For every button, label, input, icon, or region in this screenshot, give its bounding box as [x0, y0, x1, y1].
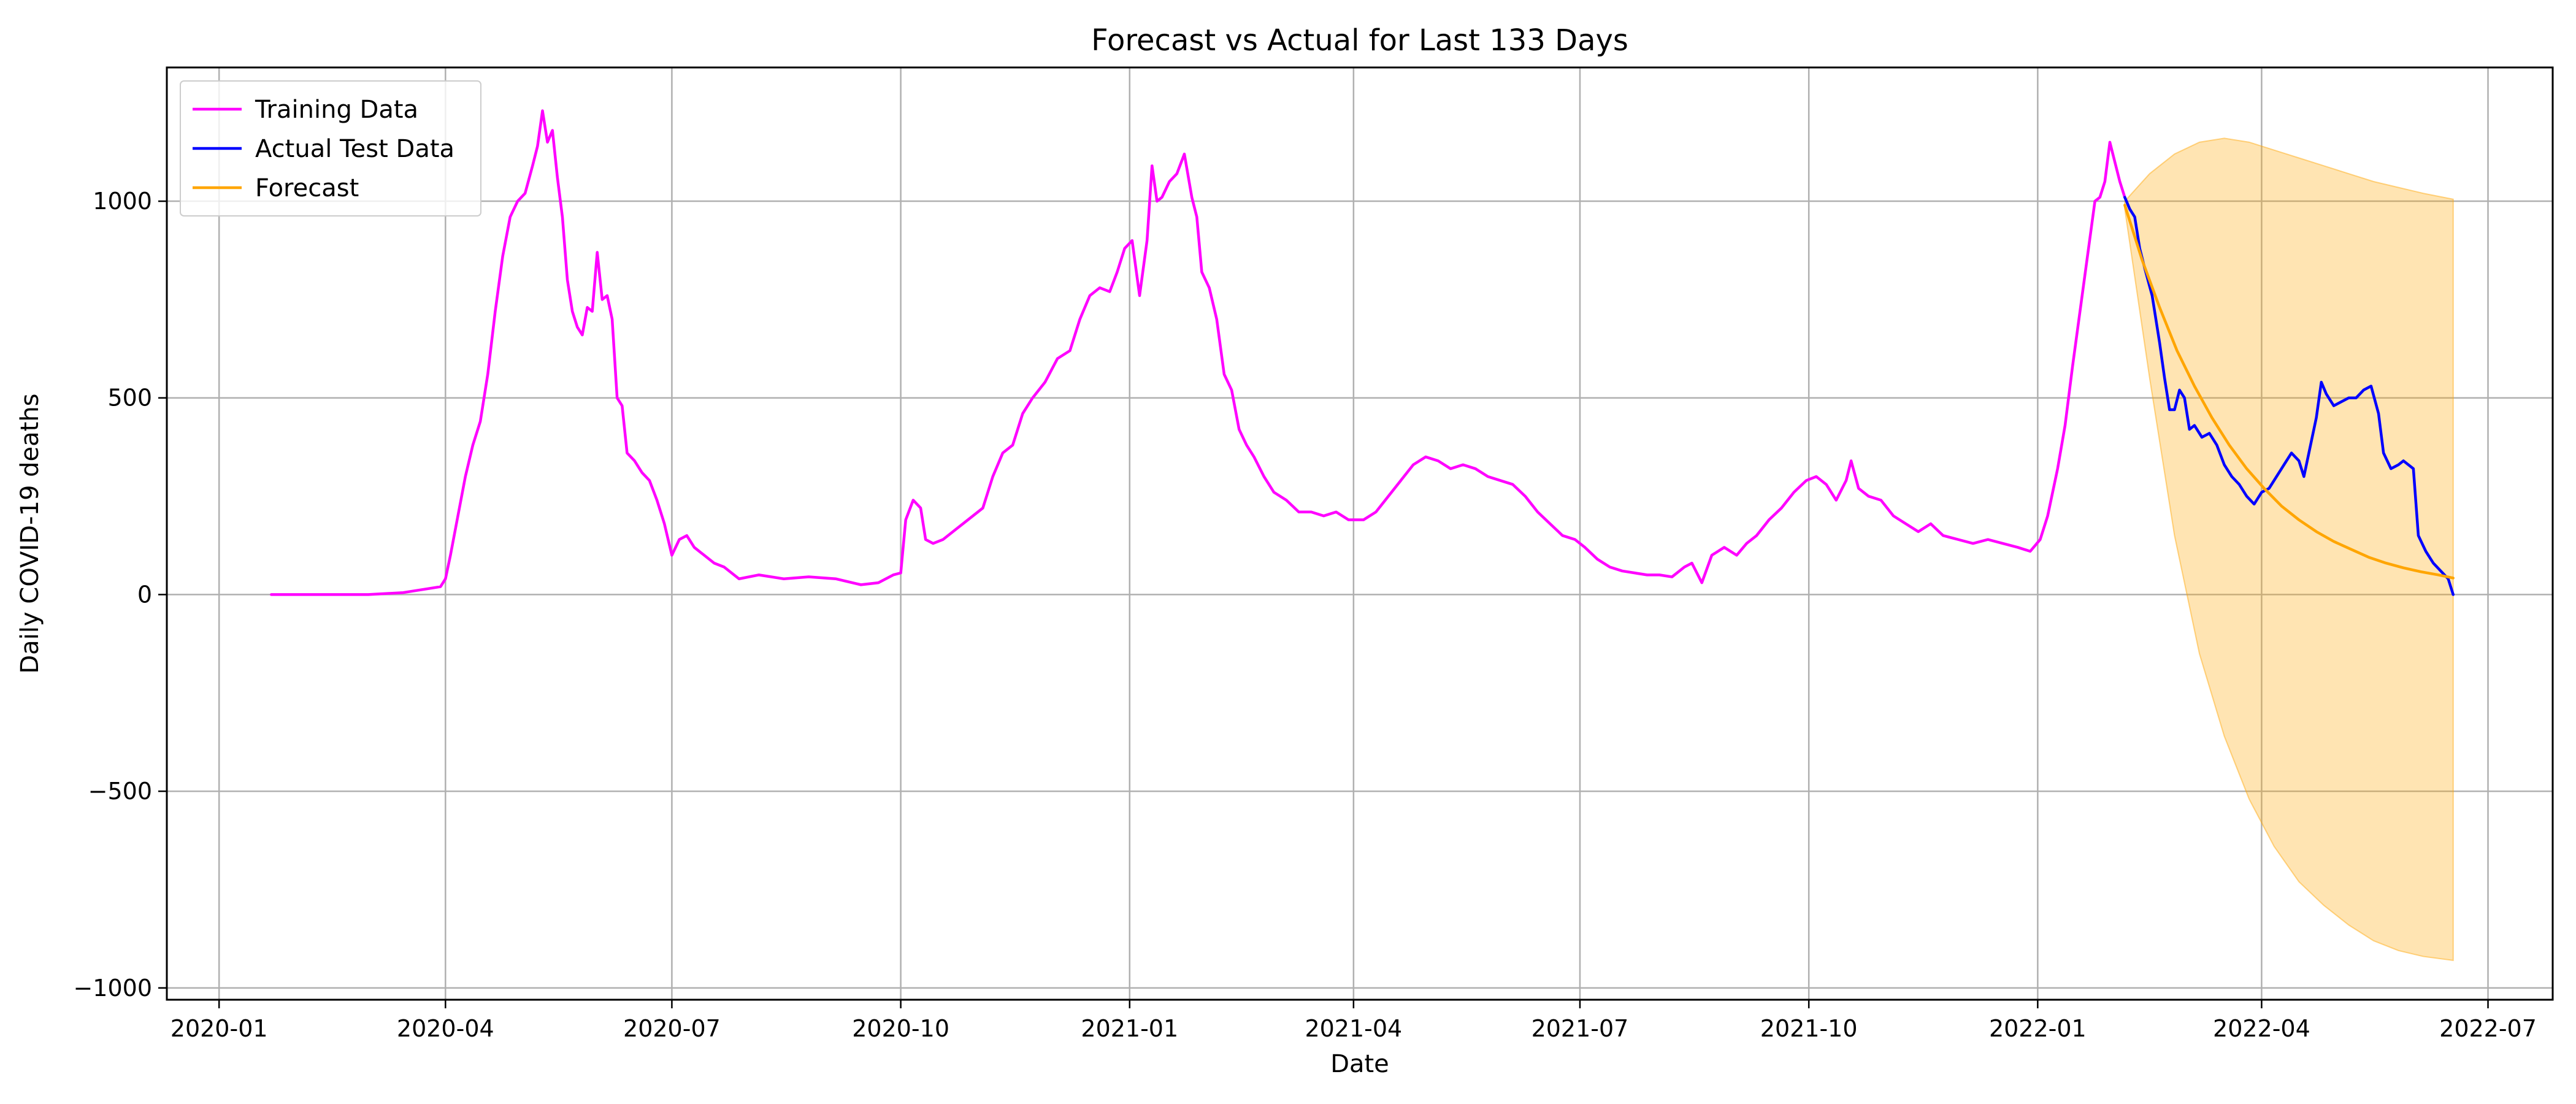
series-line-actual-test-data: [2123, 196, 2455, 596]
x-tick-label: 2021-07: [1531, 1015, 1629, 1042]
legend: Training Data Actual Test Data Forecast: [180, 80, 481, 217]
x-tick-label: 2020-07: [623, 1015, 721, 1042]
y-tick-label: −1000: [73, 975, 152, 1002]
y-tick-label: 0: [137, 581, 152, 608]
x-tick-label: 2022-01: [1989, 1015, 2087, 1042]
legend-items: Training Data Actual Test Data Forecast: [193, 96, 454, 202]
series-line-training-data: [270, 109, 2126, 596]
x-tick-label: 2022-07: [2439, 1015, 2537, 1042]
forecast-confidence-band: [2124, 137, 2454, 962]
x-tick-label: 2022-04: [2213, 1015, 2310, 1042]
legend-box: [180, 80, 481, 217]
x-tick-label: 2020-04: [397, 1015, 494, 1042]
plot-frame: [166, 66, 2554, 1001]
legend-label: Training Data: [255, 96, 418, 124]
grid-lines: [167, 67, 2553, 1000]
y-tick-label: −500: [88, 778, 152, 805]
x-tick-label: 2020-10: [852, 1015, 949, 1042]
x-tick-label: 2020-01: [171, 1015, 268, 1042]
confidence-band-layer: [2124, 137, 2454, 962]
series-layer: [270, 109, 2455, 596]
legend-label: Actual Test Data: [255, 135, 454, 163]
x-axis-title: Date: [1330, 1050, 1389, 1078]
y-tick-label: 500: [107, 385, 152, 412]
legend-label: Forecast: [255, 174, 359, 202]
series-line-forecast: [2123, 204, 2455, 580]
x-tick-label: 2021-10: [1760, 1015, 1858, 1042]
axis-ticks: 2020-01 2020-04 2020-07 2020-10 2021-01 2021-…: [73, 188, 2536, 1042]
x-tick-label: 2021-04: [1305, 1015, 1402, 1042]
y-tick-label: 1000: [93, 188, 152, 215]
chart-title: Forecast vs Actual for Last 133 Days: [1091, 23, 1628, 58]
x-tick-label: 2021-01: [1081, 1015, 1178, 1042]
y-axis-title: Daily COVID-19 deaths: [16, 393, 44, 673]
